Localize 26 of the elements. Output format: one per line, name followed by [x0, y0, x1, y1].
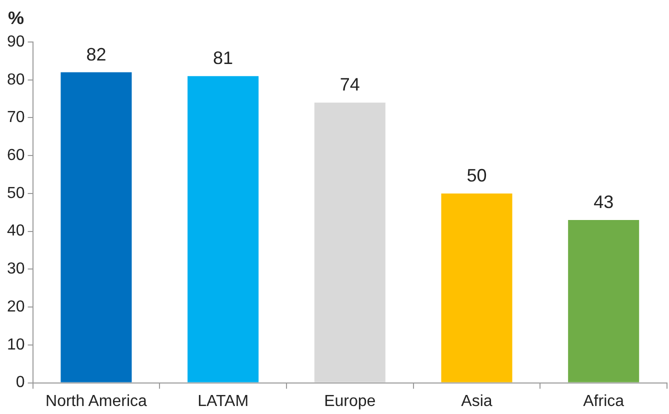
bar: [441, 193, 512, 382]
y-tick-label: 70: [7, 109, 25, 126]
y-axis-title: %: [8, 8, 24, 28]
y-tick-label: 60: [7, 147, 25, 164]
y-tick-label: 50: [7, 184, 25, 202]
y-tick-label: 80: [7, 71, 25, 88]
x-tick-label: Europe: [324, 392, 376, 410]
x-tick-label: Africa: [583, 392, 624, 410]
data-label: 82: [86, 44, 106, 64]
x-tick-label: Asia: [461, 392, 492, 410]
bar: [188, 76, 259, 382]
y-tick-label: 0: [16, 374, 25, 392]
data-label: 43: [594, 192, 614, 212]
data-label: 50: [466, 165, 487, 186]
data-label: 74: [340, 74, 360, 95]
y-tick-label: 10: [7, 336, 25, 354]
y-tick-label: 30: [7, 260, 25, 278]
bar: [314, 102, 386, 382]
x-tick-label: LATAM: [198, 392, 249, 410]
y-tick-label: 40: [7, 222, 25, 240]
y-tick-label: 90: [7, 33, 25, 50]
bar: [568, 220, 640, 382]
bar: [60, 72, 132, 382]
y-tick-label: 20: [7, 298, 25, 316]
data-label: 81: [213, 48, 234, 68]
x-tick-label: North America: [46, 392, 147, 410]
